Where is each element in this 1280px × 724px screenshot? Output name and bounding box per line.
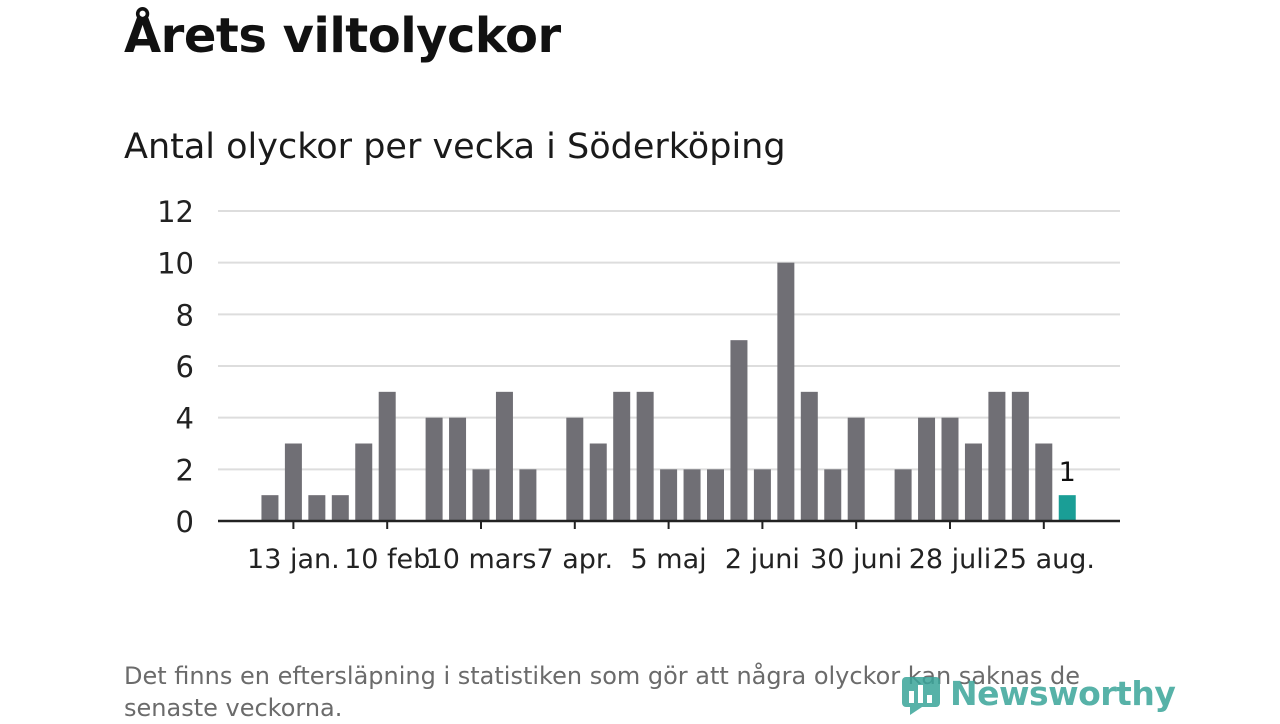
chart-title: Årets viltolyckor: [124, 8, 561, 64]
bar: [519, 469, 537, 521]
newsworthy-logo: Newsworthy: [900, 668, 1176, 718]
bar: [777, 262, 795, 521]
y-tick-label: 8: [176, 298, 194, 332]
bar: [472, 469, 490, 521]
x-tick-label: 28 juli: [909, 544, 992, 575]
bar: [261, 495, 279, 521]
bar: [589, 443, 607, 521]
bar: [824, 469, 842, 521]
x-tick-label: 5 maj: [631, 544, 707, 575]
bar: [284, 443, 302, 521]
y-tick-label: 12: [157, 195, 194, 229]
x-axis: [218, 519, 1120, 529]
bar: [636, 391, 654, 521]
y-tick-label: 0: [176, 505, 194, 539]
bar: [847, 417, 865, 521]
bar: [378, 391, 396, 521]
bar: [1011, 391, 1029, 521]
bar: [918, 417, 936, 521]
chart-subtitle: Antal olyckor per vecka i Söderköping: [124, 127, 786, 167]
y-tick-label: 4: [176, 402, 194, 436]
y-tick-label: 6: [176, 350, 194, 384]
brand-name: Newsworthy: [950, 673, 1176, 713]
bar: [566, 417, 584, 521]
x-tick-label: 13 jan.: [247, 544, 340, 575]
bars: [261, 262, 1076, 521]
bar: [730, 340, 748, 521]
bar: [800, 391, 818, 521]
bar: [495, 391, 513, 521]
x-tick-label: 2 juni: [725, 544, 800, 575]
grid-lines: [218, 210, 1120, 471]
bar: [707, 469, 724, 521]
x-tick-label: 25 aug.: [993, 544, 1095, 575]
bar: [425, 417, 443, 521]
x-tick-label: 7 apr.: [536, 544, 613, 575]
annotations: 1: [1059, 457, 1076, 488]
bar: [941, 417, 959, 521]
bar: [683, 469, 701, 521]
bar: [449, 417, 467, 521]
bar: [331, 495, 349, 521]
bar: [660, 469, 678, 521]
bar: [988, 391, 1006, 521]
y-axis-labels: 0 2 4 6 8 10 12: [157, 195, 194, 539]
bar: [894, 469, 912, 521]
last-bar-label: 1: [1059, 457, 1076, 488]
y-tick-label: 10: [157, 247, 194, 281]
bar: [964, 443, 982, 521]
x-tick-label: 30 juni: [810, 544, 902, 575]
y-tick-label: 2: [176, 453, 194, 487]
newsworthy-logo-icon: [902, 677, 940, 715]
bar: [613, 391, 631, 521]
bar: [308, 495, 326, 521]
bar-latest-week: [1058, 495, 1076, 521]
bar: [355, 443, 373, 521]
x-tick-label: 10 feb: [344, 544, 430, 575]
x-tick-label: 10 mars: [426, 544, 537, 575]
bar: [753, 469, 771, 521]
bar: [1035, 443, 1053, 521]
